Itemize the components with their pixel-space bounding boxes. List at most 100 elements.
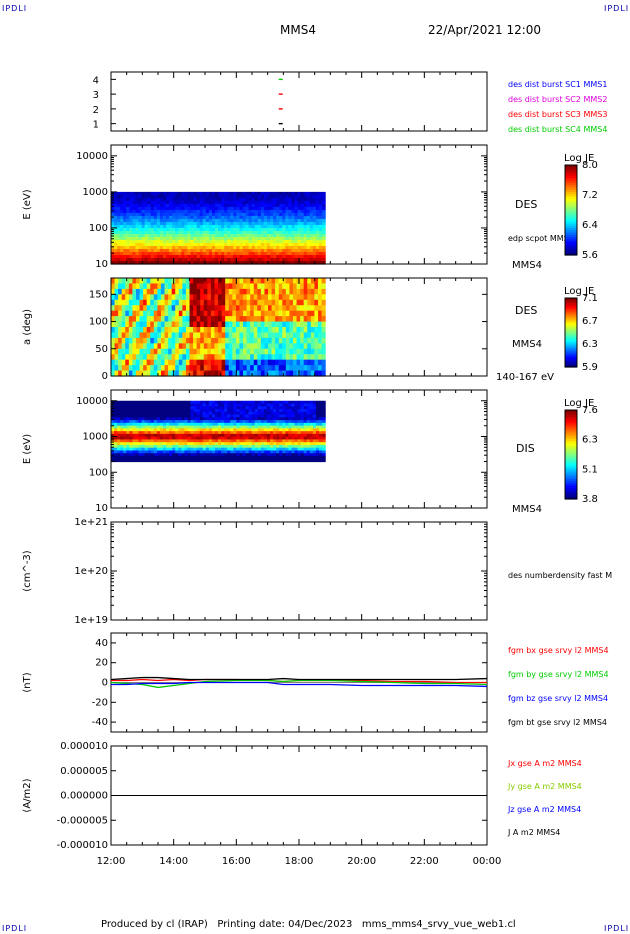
spectrogram-cell	[199, 197, 204, 202]
spectrogram-cell	[150, 442, 155, 446]
spectrogram-cell	[236, 403, 241, 407]
spectrogram-cell	[162, 239, 167, 244]
spectrogram-cell	[193, 414, 198, 418]
pitch-angle-cell	[292, 278, 298, 285]
spectrogram-cell	[285, 245, 290, 250]
spectrogram-cell	[159, 444, 164, 449]
spectrogram-cell	[187, 209, 192, 214]
spectrogram-cell	[291, 248, 296, 253]
spectrogram-cell	[282, 444, 286, 449]
spectrogram-cell	[303, 442, 308, 446]
spectrogram-cell	[257, 251, 262, 256]
spectrogram-cell	[178, 403, 182, 407]
spectrogram-cell	[254, 206, 259, 211]
pitch-angle-cell	[278, 327, 283, 334]
spectrogram-cell	[230, 433, 234, 438]
spectrogram-cell	[266, 400, 271, 405]
pitch-angle-cell	[157, 359, 162, 366]
spectrogram-cell	[270, 221, 274, 226]
spectrogram-cell	[129, 260, 134, 265]
spectrogram-cell	[218, 428, 222, 432]
spectrogram-cell	[221, 406, 225, 410]
spectrogram-cell	[184, 439, 189, 443]
pitch-angle-cell	[289, 283, 294, 290]
colorbar-segment	[565, 212, 577, 216]
spectrogram-cell	[166, 239, 170, 244]
spectrogram-cell	[276, 203, 280, 208]
spectrogram-cell	[236, 251, 241, 256]
y-axis-label: (nT)	[22, 672, 33, 692]
spectrogram-cell	[279, 422, 283, 427]
spectrogram-cell	[297, 251, 302, 256]
spectrogram-cell	[169, 422, 173, 427]
spectrogram-cell	[263, 414, 268, 418]
spectrogram-cell	[322, 409, 326, 413]
spectrogram-cell	[132, 191, 137, 196]
pitch-angle-cell	[296, 354, 301, 361]
spectrogram-cell	[227, 458, 231, 463]
pitch-angle-cell	[210, 294, 216, 301]
spectrogram-cell	[236, 453, 241, 457]
spectrogram-cell	[233, 420, 238, 424]
spectrogram-cell	[184, 254, 189, 259]
spectrogram-cell	[144, 224, 149, 229]
pitch-angle-cell	[228, 283, 233, 290]
spectrogram-cell	[111, 209, 115, 214]
spectrogram-cell	[297, 227, 302, 232]
pitch-angle-cell	[132, 343, 137, 350]
colorbar-segment	[565, 334, 577, 337]
spectrogram-cell	[144, 203, 149, 208]
spectrogram-cell	[312, 218, 317, 223]
spectrogram-cell	[270, 242, 274, 247]
pitch-angle-cell	[114, 370, 119, 377]
spectrogram-cell	[282, 248, 286, 253]
pitch-angle-cell	[250, 316, 255, 323]
spectrogram-cell	[184, 431, 189, 435]
spectrogram-cell	[138, 236, 143, 241]
spectrogram-cell	[117, 260, 121, 265]
spectrogram-cell	[315, 197, 320, 202]
spectrogram-cell	[288, 420, 293, 424]
pitch-angle-cell	[196, 278, 201, 285]
spectrogram-cell	[193, 239, 198, 244]
spectrogram-cell	[144, 453, 149, 457]
spectrogram-cell	[178, 203, 182, 208]
spectrogram-cell	[175, 260, 179, 265]
spectrogram-cell	[190, 458, 195, 463]
spectrogram-cell	[276, 239, 280, 244]
spectrogram-cell	[166, 411, 170, 416]
spectrogram-cell	[312, 194, 317, 199]
pitch-angle-cell	[282, 278, 287, 285]
spectrogram-cell	[208, 200, 213, 205]
spectrogram-cell	[190, 453, 195, 457]
spectrogram-cell	[190, 230, 195, 235]
pitch-angle-cell	[321, 327, 326, 334]
pitch-angle-cell	[239, 316, 244, 323]
spectrogram-cell	[224, 400, 228, 405]
pitch-angle-cell	[271, 359, 276, 366]
spectrogram-cell	[239, 450, 244, 454]
spectrogram-cell	[111, 251, 115, 256]
spectrogram-cell	[294, 194, 299, 199]
spectrogram-cell	[147, 436, 152, 441]
pitch-angle-cell	[300, 370, 305, 377]
pitch-angle-cell	[250, 354, 255, 361]
spectrogram-cell	[202, 218, 207, 223]
pitch-angle-cell	[278, 370, 283, 377]
spectrogram-cell	[309, 248, 314, 253]
spectrogram-cell	[242, 439, 247, 443]
spectrogram-cell	[129, 242, 134, 247]
pitch-angle-cell	[228, 310, 233, 317]
spectrogram-cell	[291, 431, 296, 435]
spectrogram-cell	[211, 191, 216, 196]
spectrogram-cell	[120, 230, 124, 235]
spectrogram-cell	[178, 442, 182, 446]
spectrogram-cell	[251, 227, 256, 232]
spectrogram-cell	[141, 455, 146, 460]
pitch-angle-cell	[150, 327, 155, 334]
spectrogram-cell	[297, 409, 302, 413]
spectrogram-cell	[291, 254, 296, 259]
spectrogram-cell	[138, 239, 143, 244]
spectrogram-cell	[211, 444, 216, 449]
spectrogram-cell	[291, 442, 296, 446]
